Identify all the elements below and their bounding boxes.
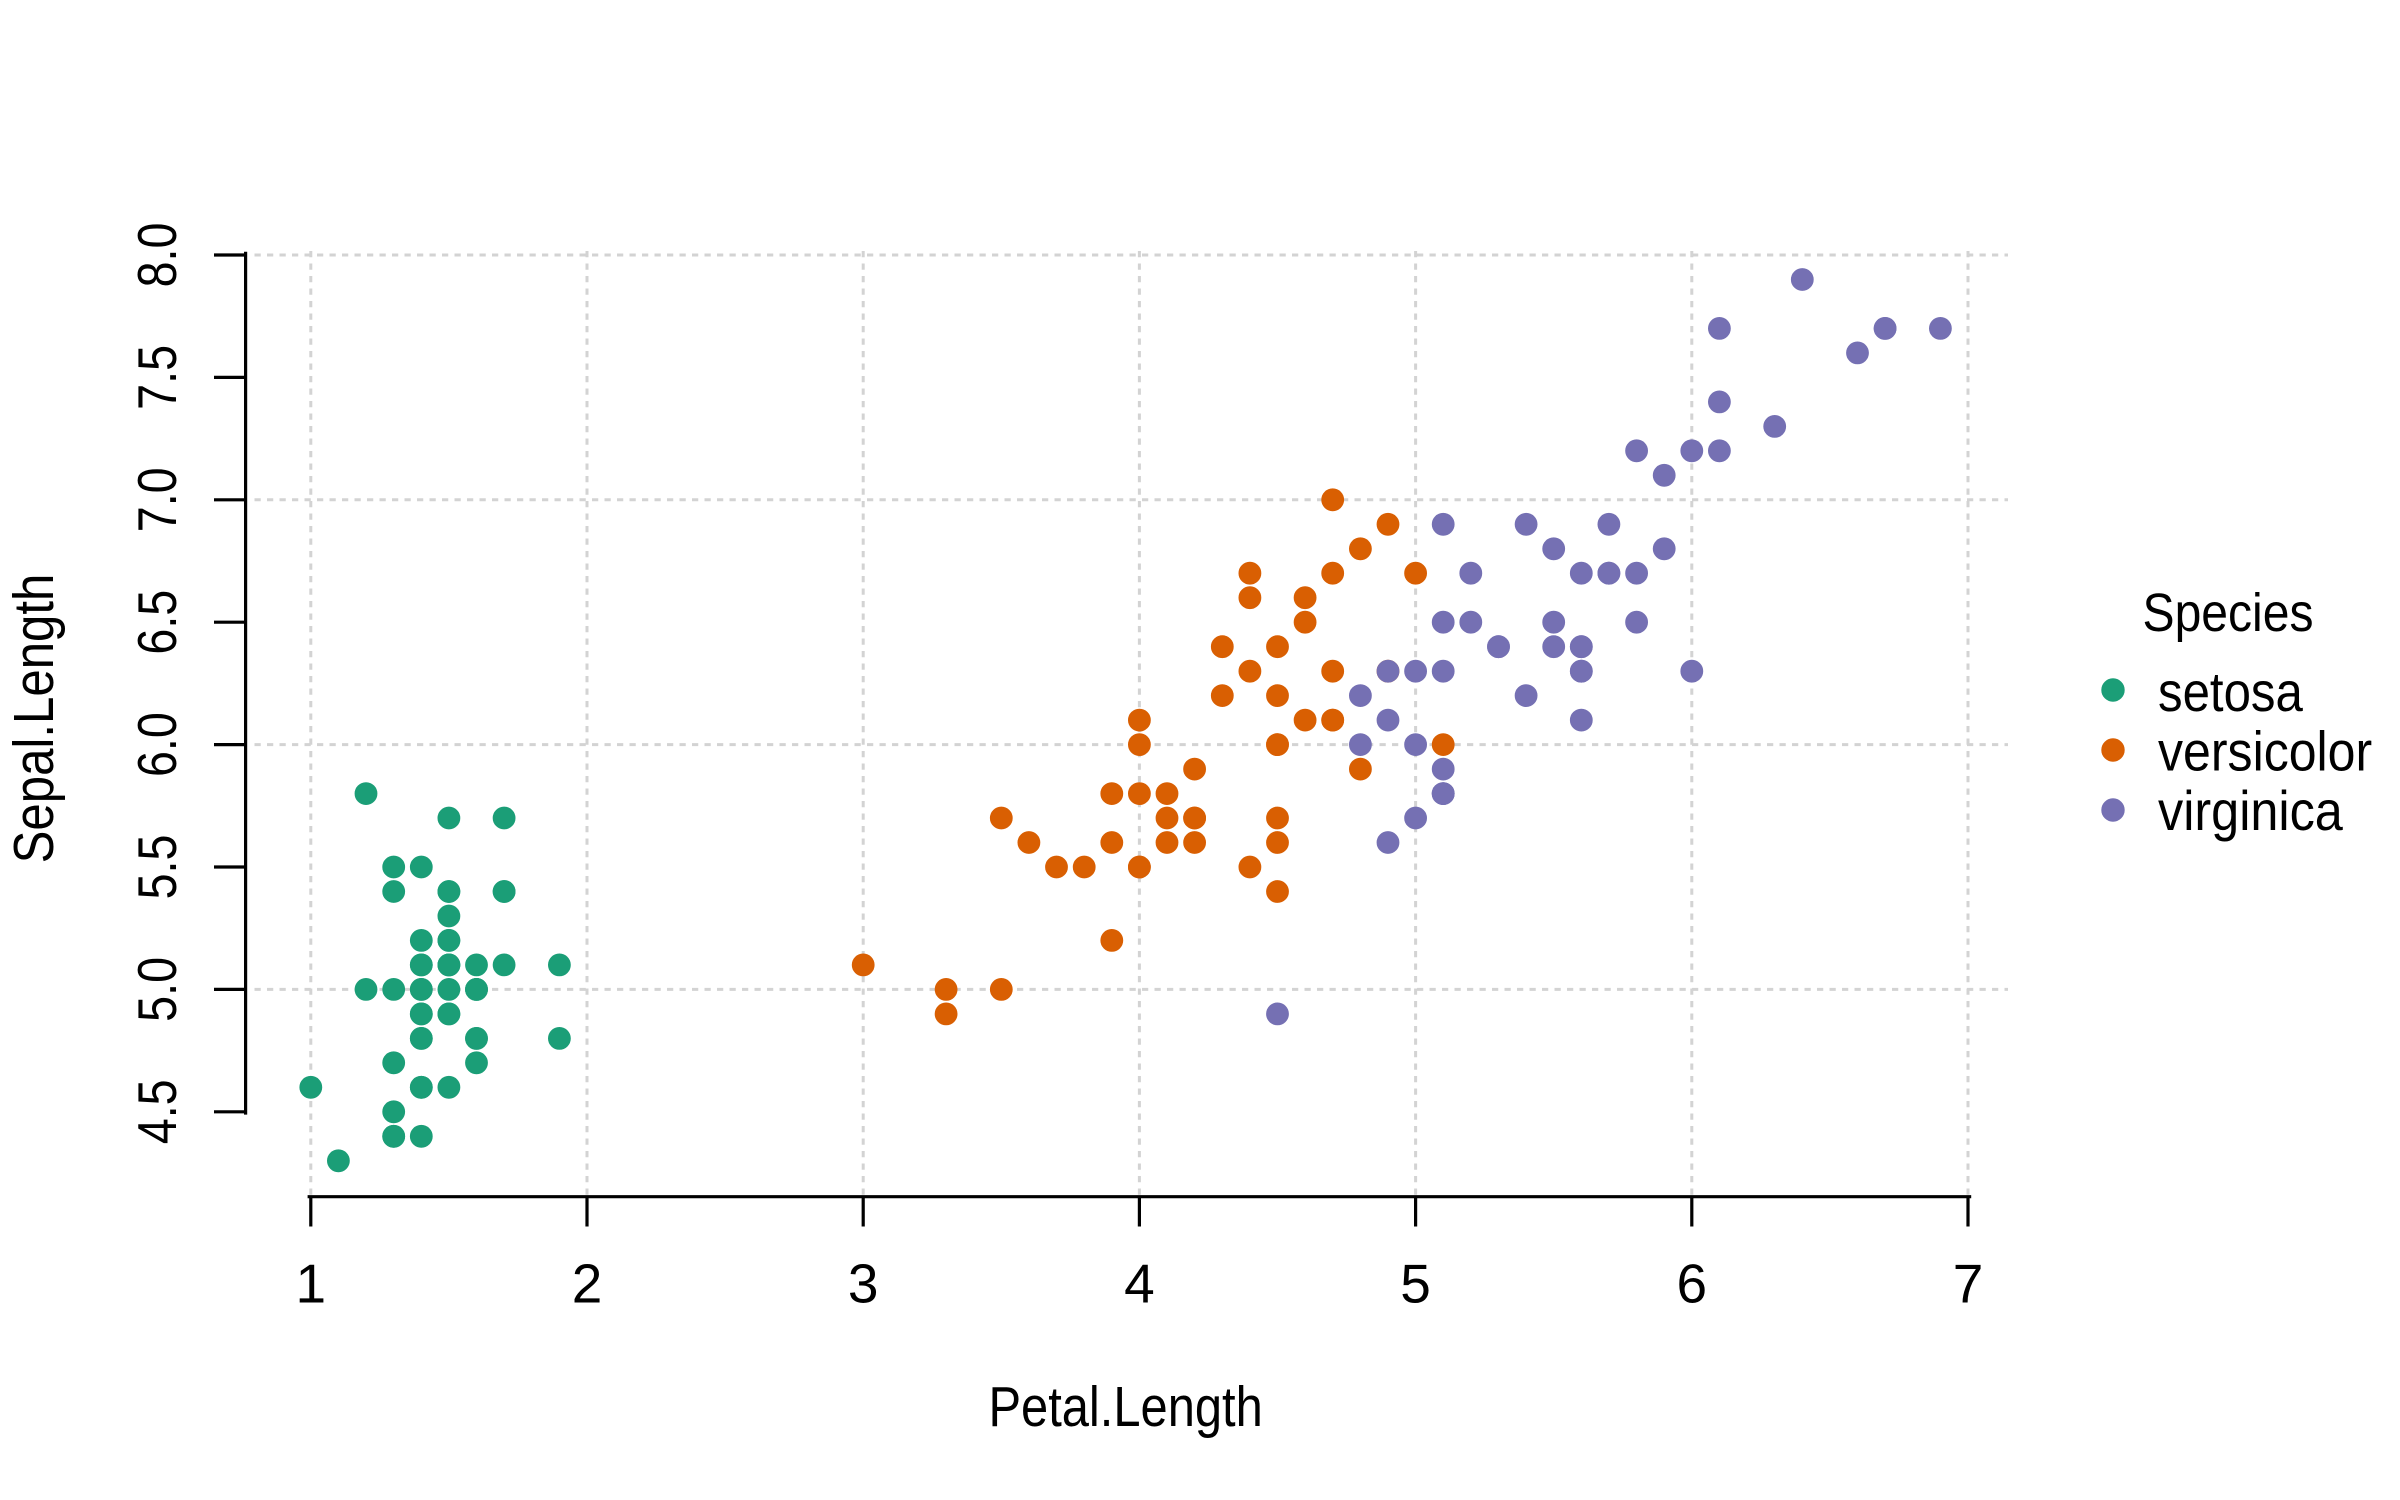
svg-text:5.0: 5.0	[126, 957, 187, 1022]
svg-text:7.5: 7.5	[126, 345, 187, 410]
svg-text:7.0: 7.0	[126, 467, 187, 532]
svg-text:5.5: 5.5	[126, 835, 187, 900]
svg-text:6.0: 6.0	[126, 712, 187, 777]
svg-text:Sepal.Length: Sepal.Length	[3, 574, 66, 864]
svg-text:Petal.Length: Petal.Length	[988, 1375, 1262, 1438]
svg-text:3: 3	[848, 1253, 879, 1315]
svg-text:versicolor: versicolor	[2158, 721, 2372, 783]
svg-text:2: 2	[572, 1253, 603, 1315]
svg-text:4: 4	[1124, 1253, 1155, 1315]
svg-text:8.0: 8.0	[126, 223, 187, 288]
svg-text:7: 7	[1953, 1253, 1984, 1315]
svg-text:6: 6	[1677, 1253, 1708, 1315]
svg-text:Species: Species	[2143, 582, 2314, 642]
svg-text:5: 5	[1400, 1253, 1431, 1315]
svg-text:setosa: setosa	[2158, 661, 2303, 724]
svg-text:1: 1	[296, 1253, 327, 1315]
svg-text:6.5: 6.5	[126, 590, 187, 655]
svg-text:4.5: 4.5	[126, 1079, 187, 1144]
svg-text:virginica: virginica	[2158, 781, 2343, 843]
